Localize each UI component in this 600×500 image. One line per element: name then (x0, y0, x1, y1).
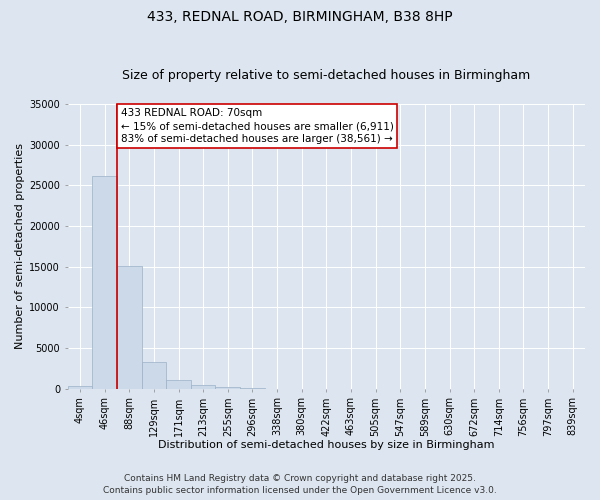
Text: 433, REDNAL ROAD, BIRMINGHAM, B38 8HP: 433, REDNAL ROAD, BIRMINGHAM, B38 8HP (147, 10, 453, 24)
Bar (92, 176, 117, 388)
Title: Size of property relative to semi-detached houses in Birmingham: Size of property relative to semi-detach… (122, 69, 530, 82)
Text: 433 REDNAL ROAD: 70sqm
← 15% of semi-detached houses are smaller (6,911)
83% of : 433 REDNAL ROAD: 70sqm ← 15% of semi-det… (121, 108, 394, 144)
Bar (191, 385, 215, 388)
X-axis label: Distribution of semi-detached houses by size in Birmingham: Distribution of semi-detached houses by … (158, 440, 494, 450)
Bar (117, 266, 142, 388)
Bar (142, 362, 166, 388)
Text: Contains HM Land Registry data © Crown copyright and database right 2025.
Contai: Contains HM Land Registry data © Crown c… (103, 474, 497, 495)
Y-axis label: Number of semi-detached properties: Number of semi-detached properties (15, 144, 25, 350)
Bar (68, 386, 92, 388)
Bar (166, 380, 191, 388)
